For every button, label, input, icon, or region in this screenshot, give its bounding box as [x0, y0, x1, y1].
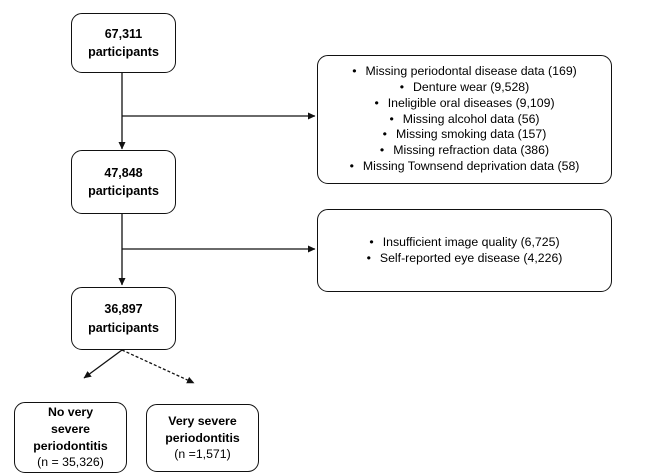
exclusions1-box: Missing periodontal disease data (169) D…: [317, 55, 612, 184]
step1-label: participants: [88, 45, 159, 59]
arrow-to-outcome-left: [83, 349, 123, 379]
exclusion-item: Insufficient image quality (6,725): [367, 235, 563, 251]
exclusions1-list: Missing periodontal disease data (169) D…: [350, 64, 580, 176]
step2-count: 47,848: [104, 165, 143, 180]
exclusion-item: Missing alcohol data (56): [350, 112, 580, 128]
step2-label: participants: [88, 184, 159, 198]
outcome-right-line2: periodontitis: [165, 430, 240, 445]
outcome-right-line1: Very severe: [168, 414, 237, 429]
step2-box: 47,848 participants: [71, 150, 176, 214]
exclusion-item: Missing periodontal disease data (169): [350, 64, 580, 80]
exclusion-item: Missing smoking data (157): [350, 127, 580, 143]
outcome-left-line2: severe: [51, 421, 90, 436]
exclusion-item: Denture wear (9,528): [350, 80, 580, 96]
step3-box: 36,897 participants: [71, 287, 176, 350]
exclusions2-list: Insufficient image quality (6,725) Self-…: [367, 235, 563, 267]
arrow-to-outcome-right: [121, 349, 195, 384]
outcome-left-count: (n = 35,326): [37, 455, 104, 470]
step1-box: 67,311 participants: [71, 13, 176, 73]
outcome-left-line1: No very: [47, 405, 94, 420]
outcome-right-box: Very severe periodontitis (n =1,571): [146, 404, 259, 472]
exclusion-item: Ineligible oral diseases (9,109): [350, 96, 580, 112]
exclusions2-box: Insufficient image quality (6,725) Self-…: [317, 209, 612, 292]
outcome-left-line3: periodontitis: [33, 438, 108, 453]
exclusion-item: Missing Townsend deprivation data (58): [350, 159, 579, 175]
outcome-right-count: (n =1,571): [174, 447, 231, 462]
step3-label: participants: [88, 320, 159, 335]
step3-count: 36,897: [104, 302, 143, 317]
outcome-left-box: No very severe periodontitis (n = 35,326…: [14, 402, 127, 473]
exclusion-item: Self-reported eye disease (4,226): [367, 251, 563, 267]
exclusion-item: Missing refraction data (386): [350, 143, 580, 159]
step1-count: 67,311: [104, 26, 143, 41]
